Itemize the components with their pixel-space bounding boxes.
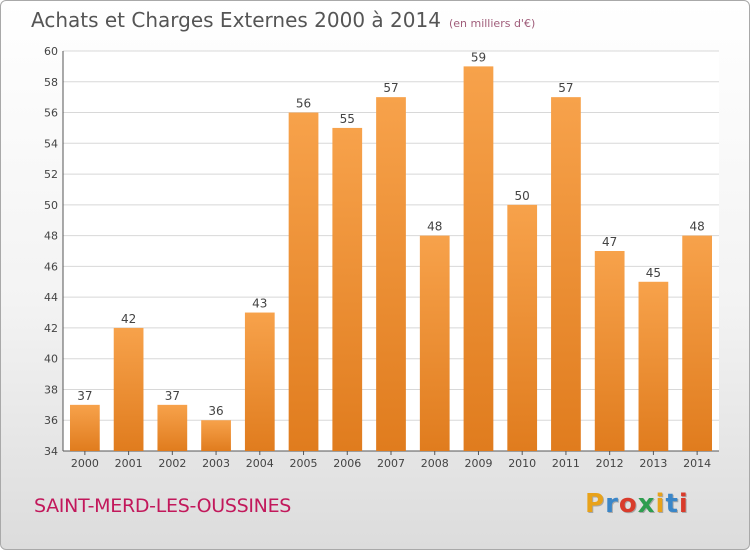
x-tick-label-2005: 2005 — [290, 457, 318, 470]
data-label-2000: 37 — [77, 389, 92, 403]
x-tick-label-2012: 2012 — [596, 457, 624, 470]
logo-letter: t — [665, 489, 679, 519]
y-tick-label: 50 — [44, 199, 58, 212]
logo-letter: x — [637, 489, 656, 519]
logo-letter: i — [655, 489, 666, 519]
data-label-2002: 37 — [165, 389, 180, 403]
bar-2008 — [419, 235, 450, 451]
logo-letter: P — [585, 489, 606, 519]
data-label-2014: 48 — [689, 220, 704, 234]
x-tick-label-2001: 2001 — [115, 457, 143, 470]
data-label-2003: 36 — [208, 404, 223, 418]
y-tick-label: 54 — [44, 137, 58, 150]
bar-2003 — [201, 420, 231, 451]
y-tick-label: 44 — [44, 291, 58, 304]
bar-2000 — [69, 404, 100, 451]
y-tick-label: 56 — [44, 107, 58, 120]
data-label-2010: 50 — [515, 189, 530, 203]
y-tick-label: 36 — [44, 414, 58, 427]
chart-title-block: Achats et Charges Externes 2000 à 2014 (e… — [31, 8, 535, 32]
y-tick-label: 34 — [44, 445, 58, 458]
data-labels: 37 42 37 36 43 56 55 57 48 59 50 57 47 45 48 — [77, 50, 705, 418]
bar-2013 — [638, 281, 669, 451]
x-tick-label-2007: 2007 — [377, 457, 405, 470]
bar-2012 — [594, 251, 625, 451]
logo-letter: i — [678, 489, 689, 519]
proxiti-logo[interactable]: Proxiti — [585, 489, 689, 519]
y-tick-label: 48 — [44, 230, 58, 243]
y-tick-label: 46 — [44, 260, 58, 273]
y-tick-label: 42 — [44, 322, 58, 335]
y-tick-label: 60 — [44, 45, 58, 58]
data-label-2009: 59 — [471, 50, 486, 64]
logo-letter: o — [618, 489, 638, 519]
logo-letter: r — [605, 489, 619, 519]
x-tick-label-2002: 2002 — [158, 457, 186, 470]
data-label-2011: 57 — [558, 81, 573, 95]
bar-2010 — [507, 204, 538, 451]
bar-2006 — [332, 127, 363, 451]
y-tick-label: 58 — [44, 76, 58, 89]
x-tick-label-2000: 2000 — [71, 457, 99, 470]
chart-title: Achats et Charges Externes 2000 à 2014 — [31, 8, 441, 32]
x-tick-label-2009: 2009 — [464, 457, 492, 470]
x-tick-label-2004: 2004 — [246, 457, 274, 470]
commune-name: SAINT-MERD-LES-OUSSINES — [34, 495, 292, 517]
data-label-2005: 56 — [296, 97, 311, 111]
y-tick-label: 38 — [44, 383, 58, 396]
data-label-2007: 57 — [383, 81, 398, 95]
x-tick-label-2003: 2003 — [202, 457, 230, 470]
bar-2005 — [288, 112, 319, 452]
bar-2011 — [551, 97, 581, 452]
bar-2014 — [682, 235, 713, 451]
data-label-2004: 43 — [252, 297, 267, 311]
x-tick-label-2006: 2006 — [333, 457, 361, 470]
y-tick-label: 52 — [44, 168, 58, 181]
x-tick-label-2011: 2011 — [552, 457, 580, 470]
x-tick-label-2013: 2013 — [639, 457, 667, 470]
x-tick-label-2010: 2010 — [508, 457, 536, 470]
bar-2001 — [113, 327, 144, 451]
data-label-2008: 48 — [427, 220, 442, 234]
data-label-2013: 45 — [646, 266, 661, 280]
bars — [69, 66, 713, 452]
y-tick-label: 40 — [44, 353, 58, 366]
bar-2007 — [376, 97, 406, 452]
data-label-2012: 47 — [602, 235, 617, 249]
bar-2009 — [463, 66, 494, 451]
chart-subtitle: (en milliers d'€) — [448, 17, 536, 30]
bar-2002 — [157, 404, 188, 451]
data-label-2006: 55 — [340, 112, 355, 126]
data-label-2001: 42 — [121, 312, 136, 326]
bar-2004 — [244, 312, 275, 451]
x-tick-label-2014: 2014 — [683, 457, 711, 470]
x-tick-label-2008: 2008 — [421, 457, 449, 470]
